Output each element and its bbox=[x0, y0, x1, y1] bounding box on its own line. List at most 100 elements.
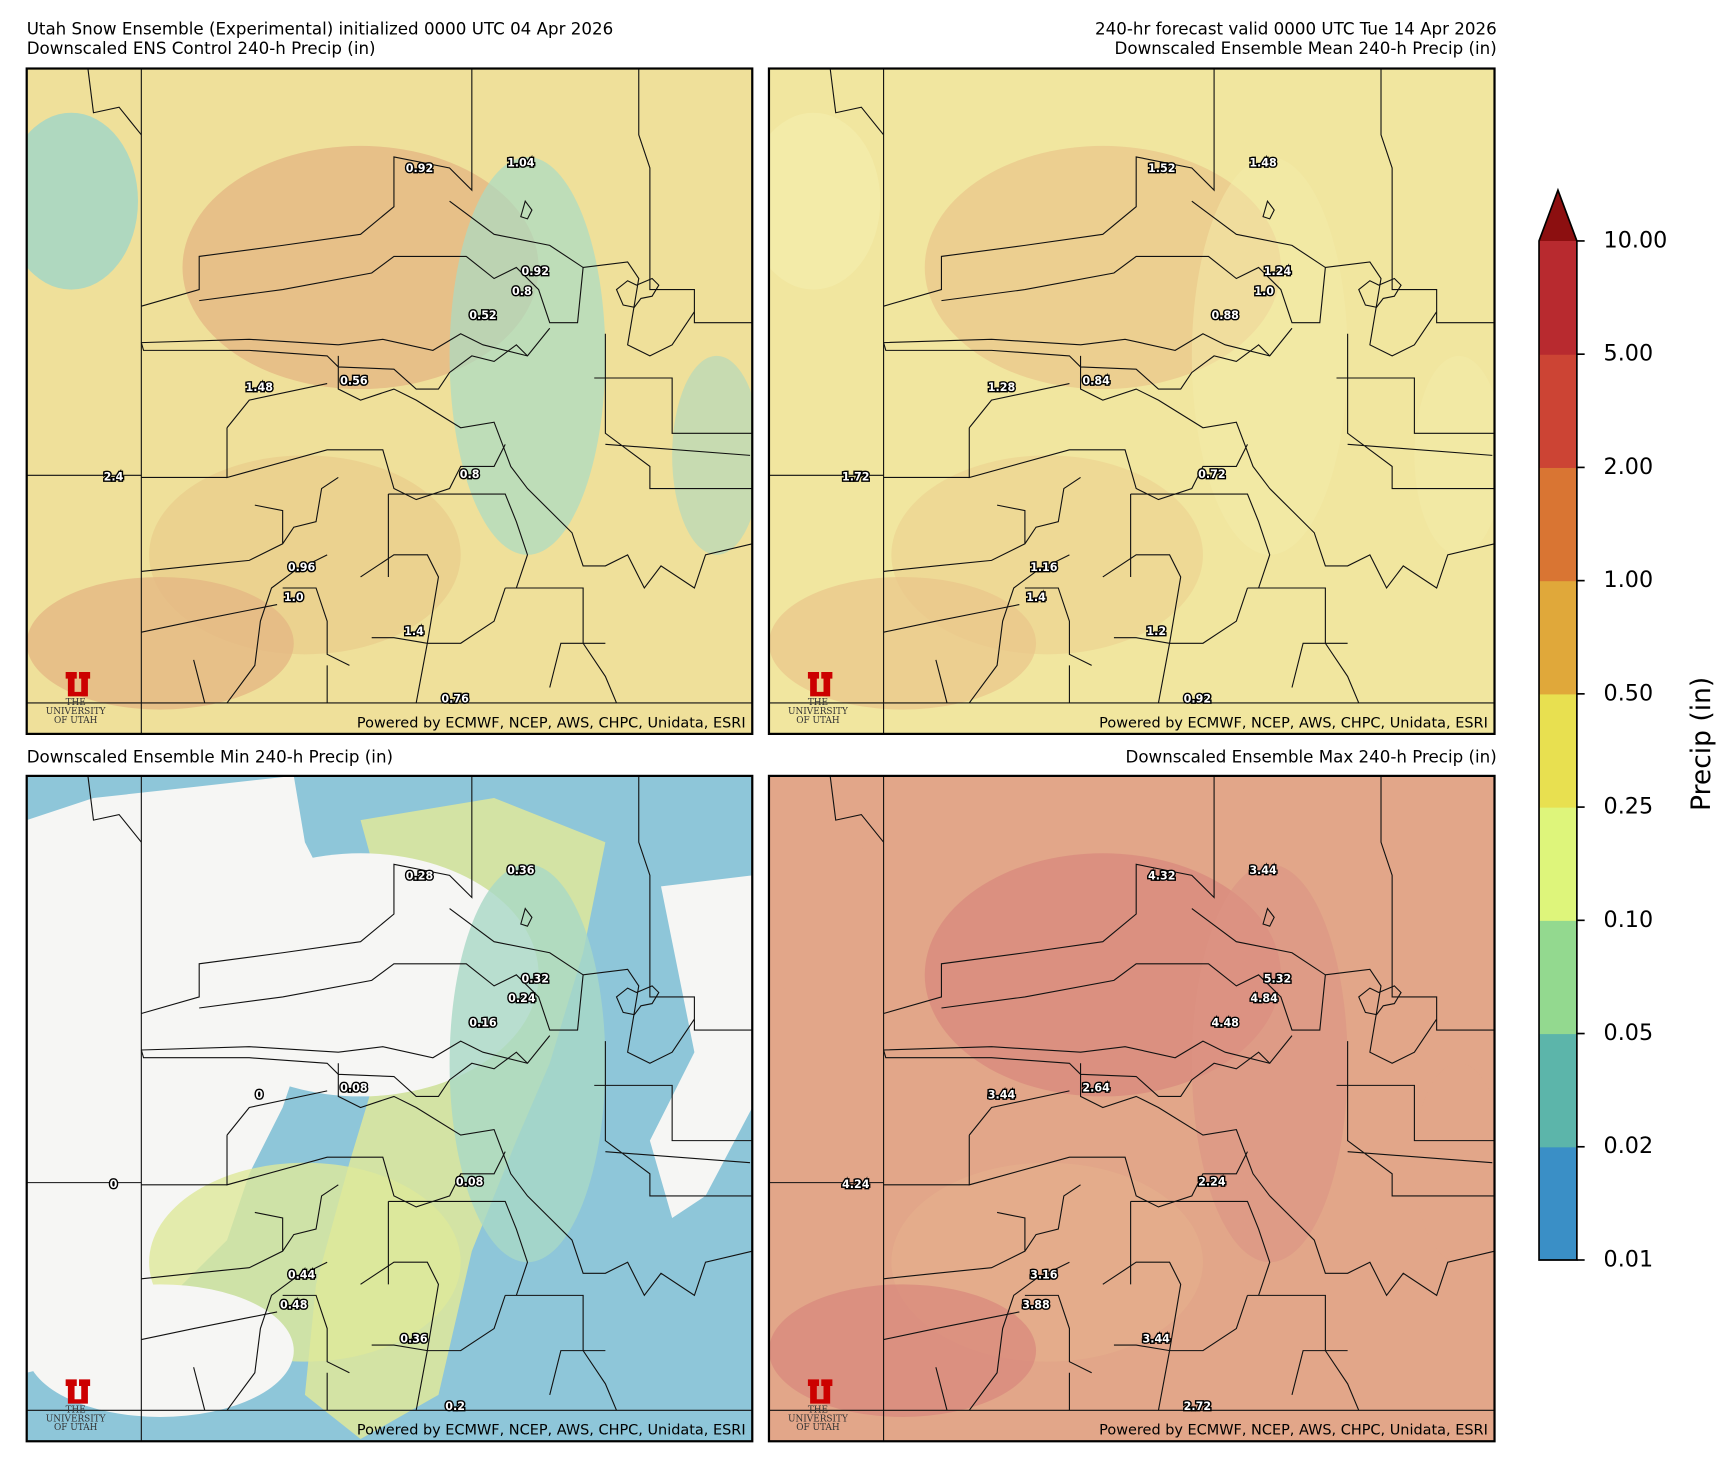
colorbar-tick-label: 0.10 bbox=[1604, 907, 1654, 933]
colorbar-tick-label: 10.00 bbox=[1604, 227, 1668, 253]
map-panel: 4.32 3.44 5.32 4.84 4.48 2.64 3.44 4.24 2.24 3.16… bbox=[767, 774, 1496, 1443]
logo-text: UNIVERSITY bbox=[46, 707, 106, 717]
point-value: 3.44 bbox=[1143, 1333, 1171, 1346]
footer-credit: Powered by ECMWF, NCEP, AWS, CHPC, Unida… bbox=[357, 715, 746, 731]
point-value: 4.24 bbox=[842, 1178, 870, 1191]
point-value: 1.52 bbox=[1148, 162, 1175, 175]
point-value: 1.0 bbox=[284, 591, 304, 604]
point-value: 1.24 bbox=[1264, 265, 1292, 278]
map-field: 0.92 1.04 0.92 0.8 0.52 0.56 1.48 2.4 0.8 0.96 1.0… bbox=[26, 68, 753, 734]
colorbar-label: Precip (in) bbox=[1686, 677, 1717, 811]
colorbar-tick-label: 0.02 bbox=[1604, 1133, 1654, 1159]
point-value: 1.28 bbox=[988, 381, 1016, 394]
precip-area bbox=[182, 145, 539, 390]
precip-area bbox=[1414, 355, 1495, 555]
point-value: 0.08 bbox=[456, 1176, 484, 1189]
panel-title: Downscaled Ensemble Min 240-h Precip (in… bbox=[27, 748, 393, 767]
footer-credit: Powered by ECMWF, NCEP, AWS, CHPC, Unida… bbox=[1099, 1423, 1488, 1439]
panel-title: Downscaled ENS Control 240-h Precip (in) bbox=[27, 39, 376, 58]
point-value: 0.92 bbox=[406, 162, 433, 175]
precip-area bbox=[182, 853, 539, 1097]
point-value: 0.24 bbox=[508, 992, 536, 1005]
logo-u bbox=[807, 672, 833, 697]
colorbar-bin bbox=[1539, 1146, 1577, 1261]
colorbar-bin bbox=[1539, 354, 1577, 468]
colorbar-tick-label: 0.05 bbox=[1604, 1020, 1654, 1046]
panel-title: Downscaled Ensemble Max 240-h Precip (in… bbox=[1126, 748, 1497, 767]
colorbar-bin bbox=[1539, 1033, 1577, 1148]
point-value: 1.72 bbox=[842, 470, 869, 483]
panel-title: 240-hr forecast valid 0000 UTC Tue 14 Ap… bbox=[1095, 19, 1497, 38]
logo-text: OF UTAH bbox=[796, 1423, 840, 1433]
point-value: 2.24 bbox=[1198, 1176, 1226, 1189]
point-value: 0.8 bbox=[460, 468, 480, 481]
colorbar-bin bbox=[1539, 467, 1577, 582]
logo-text: OF UTAH bbox=[796, 716, 840, 726]
point-value: 3.16 bbox=[1030, 1268, 1058, 1281]
colorbar-bin bbox=[1539, 240, 1577, 355]
panel-frame bbox=[25, 774, 754, 1443]
point-value: 0.76 bbox=[441, 693, 469, 706]
precip-area bbox=[26, 1284, 294, 1417]
point-value: 0.36 bbox=[400, 1333, 428, 1346]
point-value: 2.72 bbox=[1184, 1400, 1211, 1413]
colorbar-tick-label: 0.50 bbox=[1604, 680, 1654, 706]
logo-u bbox=[807, 1379, 833, 1404]
precip-area bbox=[26, 112, 138, 290]
colorbar-tick-label: 0.01 bbox=[1604, 1247, 1654, 1273]
colorbar-tick-label: 5.00 bbox=[1604, 341, 1654, 367]
point-value: 0.8 bbox=[512, 285, 532, 298]
point-value: 0.72 bbox=[1198, 468, 1225, 481]
point-value: 1.2 bbox=[1146, 625, 1166, 638]
point-value: 0.36 bbox=[507, 864, 535, 877]
map-field: 1.52 1.48 1.24 1.0 0.88 0.84 1.28 1.72 0.72 1.16 1… bbox=[768, 68, 1495, 734]
logo-text: THE bbox=[808, 698, 828, 708]
point-value: 0.16 bbox=[469, 1016, 497, 1029]
point-value: 0.92 bbox=[1184, 693, 1211, 706]
precip-area bbox=[768, 576, 1037, 710]
panel-title: Utah Snow Ensemble (Experimental) initia… bbox=[27, 19, 614, 38]
logo-text: UNIVERSITY bbox=[788, 1414, 848, 1424]
point-value: 4.32 bbox=[1148, 869, 1175, 882]
point-value: 0.08 bbox=[340, 1082, 368, 1095]
point-value: 0.84 bbox=[1082, 374, 1110, 387]
point-value: 0.88 bbox=[1211, 309, 1239, 322]
colorbar-frame bbox=[1538, 187, 1578, 1261]
footer-credit: Powered by ECMWF, NCEP, AWS, CHPC, Unida… bbox=[1099, 715, 1488, 731]
logo-text: OF UTAH bbox=[54, 716, 98, 726]
precip-area bbox=[768, 1284, 1037, 1417]
point-value: 1.0 bbox=[1254, 285, 1274, 298]
point-value: 0.92 bbox=[522, 265, 549, 278]
point-value: 0.28 bbox=[406, 869, 434, 882]
colorbar-tick-label: 0.25 bbox=[1604, 794, 1654, 820]
point-value: 2.4 bbox=[104, 470, 124, 483]
point-value: 3.44 bbox=[1249, 864, 1277, 877]
panel-title: Downscaled Ensemble Mean 240-h Precip (i… bbox=[1115, 39, 1497, 58]
point-value: 1.04 bbox=[507, 157, 535, 170]
logo-text: THE bbox=[66, 1406, 86, 1416]
map-panel: 1.52 1.48 1.24 1.0 0.88 0.84 1.28 1.72 0.72 1.16 1… bbox=[767, 67, 1496, 736]
point-value: 4.84 bbox=[1250, 992, 1278, 1005]
point-value: 1.16 bbox=[1030, 561, 1058, 574]
panel-frame bbox=[767, 774, 1496, 1443]
colorbar-bin bbox=[1539, 693, 1577, 808]
panel-frame bbox=[767, 67, 1496, 736]
precip-area bbox=[768, 820, 881, 997]
colorbar-bin bbox=[1539, 807, 1577, 921]
point-value: 4.48 bbox=[1211, 1016, 1239, 1029]
point-value: 0.48 bbox=[280, 1298, 308, 1311]
map-panel: 0.28 0.36 0.32 0.24 0.16 0.08 0 0 0.08 0.44 0.48 0.… bbox=[25, 774, 754, 1443]
logo-text: UNIVERSITY bbox=[46, 1414, 106, 1424]
logo-text: OF UTAH bbox=[54, 1423, 98, 1433]
point-value: 0.2 bbox=[445, 1400, 465, 1413]
colorbar-extend bbox=[1539, 190, 1577, 241]
point-value: 0.96 bbox=[288, 561, 316, 574]
point-value: 0.56 bbox=[340, 374, 368, 387]
point-value: 1.48 bbox=[1249, 157, 1277, 170]
point-value: 1.48 bbox=[246, 381, 274, 394]
precip-area bbox=[768, 112, 881, 290]
logo-text: UNIVERSITY bbox=[788, 707, 848, 717]
logo-u bbox=[65, 672, 91, 697]
point-value: 0.44 bbox=[288, 1268, 316, 1281]
